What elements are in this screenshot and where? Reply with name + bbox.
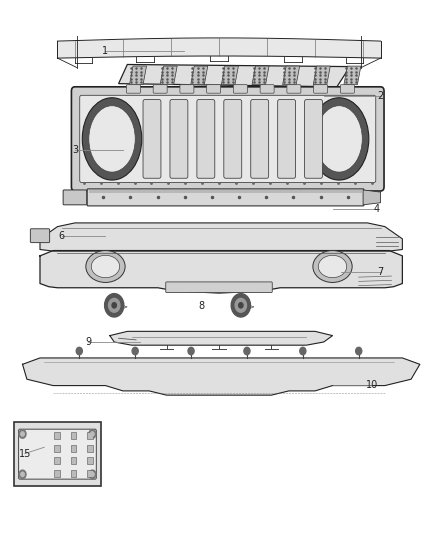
Circle shape [356, 348, 362, 355]
Bar [87, 432, 93, 439]
FancyBboxPatch shape [143, 100, 161, 178]
Bar [54, 457, 60, 464]
Circle shape [21, 472, 24, 477]
Polygon shape [22, 358, 420, 395]
FancyBboxPatch shape [30, 229, 49, 243]
FancyBboxPatch shape [180, 85, 194, 93]
Polygon shape [221, 66, 238, 85]
Polygon shape [344, 66, 361, 85]
FancyBboxPatch shape [340, 85, 354, 93]
FancyBboxPatch shape [63, 190, 87, 205]
FancyBboxPatch shape [166, 282, 272, 293]
Polygon shape [252, 66, 269, 85]
Polygon shape [130, 66, 147, 85]
Polygon shape [110, 332, 332, 345]
Circle shape [300, 348, 306, 355]
Ellipse shape [89, 106, 135, 172]
Bar [71, 457, 77, 464]
Text: 1: 1 [102, 46, 109, 56]
Ellipse shape [82, 98, 142, 180]
Circle shape [19, 430, 26, 438]
Bar [87, 445, 93, 451]
Circle shape [244, 348, 250, 355]
Ellipse shape [316, 106, 362, 172]
Circle shape [19, 470, 26, 479]
Circle shape [91, 432, 94, 436]
FancyBboxPatch shape [278, 100, 296, 178]
FancyBboxPatch shape [80, 95, 376, 182]
Bar [54, 470, 60, 477]
FancyBboxPatch shape [233, 85, 247, 93]
FancyBboxPatch shape [197, 100, 215, 178]
Text: 9: 9 [85, 337, 91, 347]
Ellipse shape [91, 255, 120, 278]
FancyBboxPatch shape [304, 100, 322, 178]
FancyBboxPatch shape [207, 85, 221, 93]
Circle shape [188, 348, 194, 355]
Polygon shape [40, 251, 403, 293]
Ellipse shape [309, 98, 369, 180]
Circle shape [21, 432, 24, 436]
Ellipse shape [313, 251, 352, 282]
FancyBboxPatch shape [170, 100, 188, 178]
Circle shape [235, 298, 247, 312]
Polygon shape [40, 223, 403, 251]
Circle shape [76, 348, 82, 355]
FancyBboxPatch shape [314, 85, 328, 93]
Ellipse shape [318, 255, 347, 278]
Bar [71, 470, 77, 477]
Text: 6: 6 [59, 231, 65, 241]
Bar [89, 190, 362, 193]
FancyBboxPatch shape [18, 429, 96, 479]
Bar [54, 445, 60, 451]
Text: 4: 4 [373, 204, 379, 214]
Circle shape [239, 303, 243, 308]
Text: 8: 8 [198, 301, 205, 311]
Circle shape [91, 472, 94, 477]
Circle shape [89, 470, 96, 479]
Bar [87, 457, 93, 464]
Circle shape [89, 430, 96, 438]
Text: 15: 15 [18, 449, 31, 458]
Circle shape [112, 303, 117, 308]
Bar [54, 432, 60, 439]
Text: 2: 2 [378, 91, 384, 101]
Polygon shape [191, 66, 208, 85]
FancyBboxPatch shape [71, 87, 384, 191]
Ellipse shape [86, 251, 125, 282]
Bar [87, 470, 93, 477]
Bar [71, 432, 77, 439]
Circle shape [231, 294, 251, 317]
Text: 3: 3 [72, 144, 78, 155]
FancyBboxPatch shape [260, 85, 274, 93]
Polygon shape [160, 66, 177, 85]
Text: 7: 7 [378, 267, 384, 277]
FancyBboxPatch shape [224, 100, 242, 178]
Circle shape [105, 294, 124, 317]
Text: 10: 10 [366, 379, 378, 390]
Polygon shape [363, 190, 381, 205]
FancyBboxPatch shape [14, 422, 101, 486]
FancyBboxPatch shape [287, 85, 301, 93]
Polygon shape [119, 64, 350, 87]
Circle shape [109, 298, 120, 312]
FancyBboxPatch shape [127, 85, 141, 93]
Polygon shape [313, 66, 330, 85]
FancyBboxPatch shape [153, 85, 167, 93]
Polygon shape [283, 66, 300, 85]
Circle shape [132, 348, 138, 355]
Bar [71, 445, 77, 451]
FancyBboxPatch shape [87, 189, 364, 206]
FancyBboxPatch shape [251, 100, 268, 178]
